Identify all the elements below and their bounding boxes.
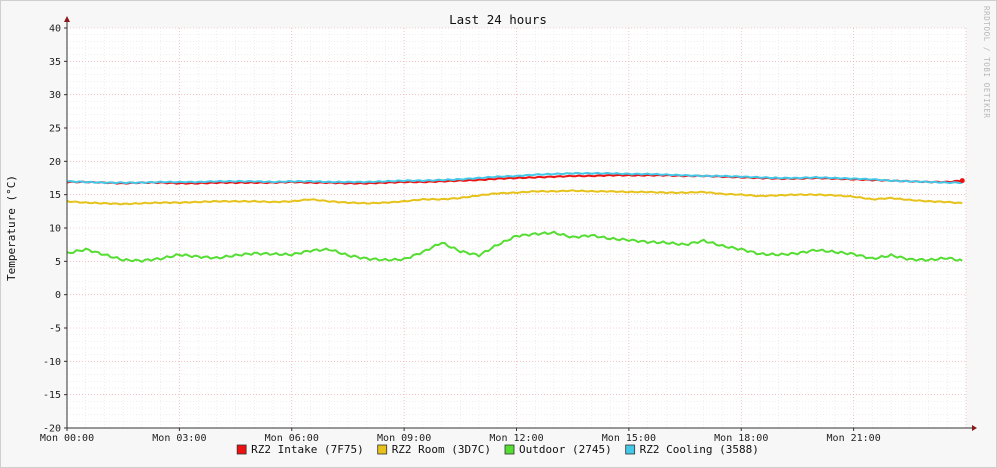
y-tick-label: 0 bbox=[55, 290, 61, 301]
rrdtool-watermark: RRDTOOL / TOBI OETIKER bbox=[982, 6, 991, 119]
chart-title: Last 24 hours bbox=[449, 12, 547, 27]
y-tick-label: -15 bbox=[43, 390, 61, 401]
grid bbox=[66, 27, 967, 429]
rz2-room-series-line bbox=[66, 189, 963, 206]
outdoor-legend-label: Outdoor (2745) bbox=[519, 443, 612, 456]
y-tick-label: 25 bbox=[49, 124, 61, 135]
rz2-intake-legend-swatch bbox=[236, 444, 247, 455]
rz2-cooling-series-line bbox=[66, 171, 963, 185]
rz2-room-legend-swatch bbox=[377, 444, 388, 455]
x-tick-labels: Mon 00:00 Mon 03:00 Mon 06:00 Mon 09:00 Mon … bbox=[40, 428, 881, 444]
y-tick-label: -20 bbox=[43, 424, 61, 435]
x-axis-arrow bbox=[972, 425, 977, 431]
x-tick-label: Mon 18:00 bbox=[714, 433, 768, 444]
axes bbox=[64, 16, 977, 431]
y-tick-label: 30 bbox=[49, 90, 61, 101]
rz2-cooling-legend-label: RZ2 Cooling (3588) bbox=[640, 443, 759, 456]
y-tick-label: 40 bbox=[49, 24, 61, 35]
x-tick-label: Mon 09:00 bbox=[377, 433, 431, 444]
rz2-intake-legend-label: RZ2 Intake (7F75) bbox=[251, 443, 364, 456]
outdoor-legend-swatch bbox=[504, 444, 515, 455]
x-tick-label: Mon 21:00 bbox=[827, 433, 881, 444]
y-tick-label: 5 bbox=[55, 257, 61, 268]
x-tick-label: Mon 15:00 bbox=[602, 433, 656, 444]
y-axis-label: Temperature (°C) bbox=[5, 175, 18, 281]
rz2-room-legend-label: RZ2 Room (3D7C) bbox=[392, 443, 491, 456]
rz2-intake-last-point bbox=[959, 178, 965, 184]
y-tick-label: 20 bbox=[49, 157, 61, 168]
y-tick-label: 10 bbox=[49, 224, 61, 235]
y-tick-labels: -20 -15 -10 -5 0 5 10 15 20 25 30 35 40 bbox=[43, 24, 67, 435]
outdoor-series-line bbox=[66, 230, 963, 263]
y-tick-label: -10 bbox=[43, 357, 61, 368]
y-axis-arrow bbox=[64, 16, 70, 22]
legend: RZ2 Intake (7F75) RZ2 Room (3D7C) Outdoor … bbox=[236, 443, 759, 456]
x-tick-label: Mon 06:00 bbox=[265, 433, 319, 444]
rz2-cooling-legend-swatch bbox=[625, 444, 636, 455]
x-tick-label: Mon 00:00 bbox=[40, 433, 94, 444]
y-tick-label: -5 bbox=[49, 324, 61, 335]
y-tick-label: 15 bbox=[49, 190, 61, 201]
x-tick-label: Mon 12:00 bbox=[489, 433, 543, 444]
y-tick-label: 35 bbox=[49, 57, 61, 68]
series-lines bbox=[66, 171, 965, 263]
x-tick-label: Mon 03:00 bbox=[152, 433, 206, 444]
